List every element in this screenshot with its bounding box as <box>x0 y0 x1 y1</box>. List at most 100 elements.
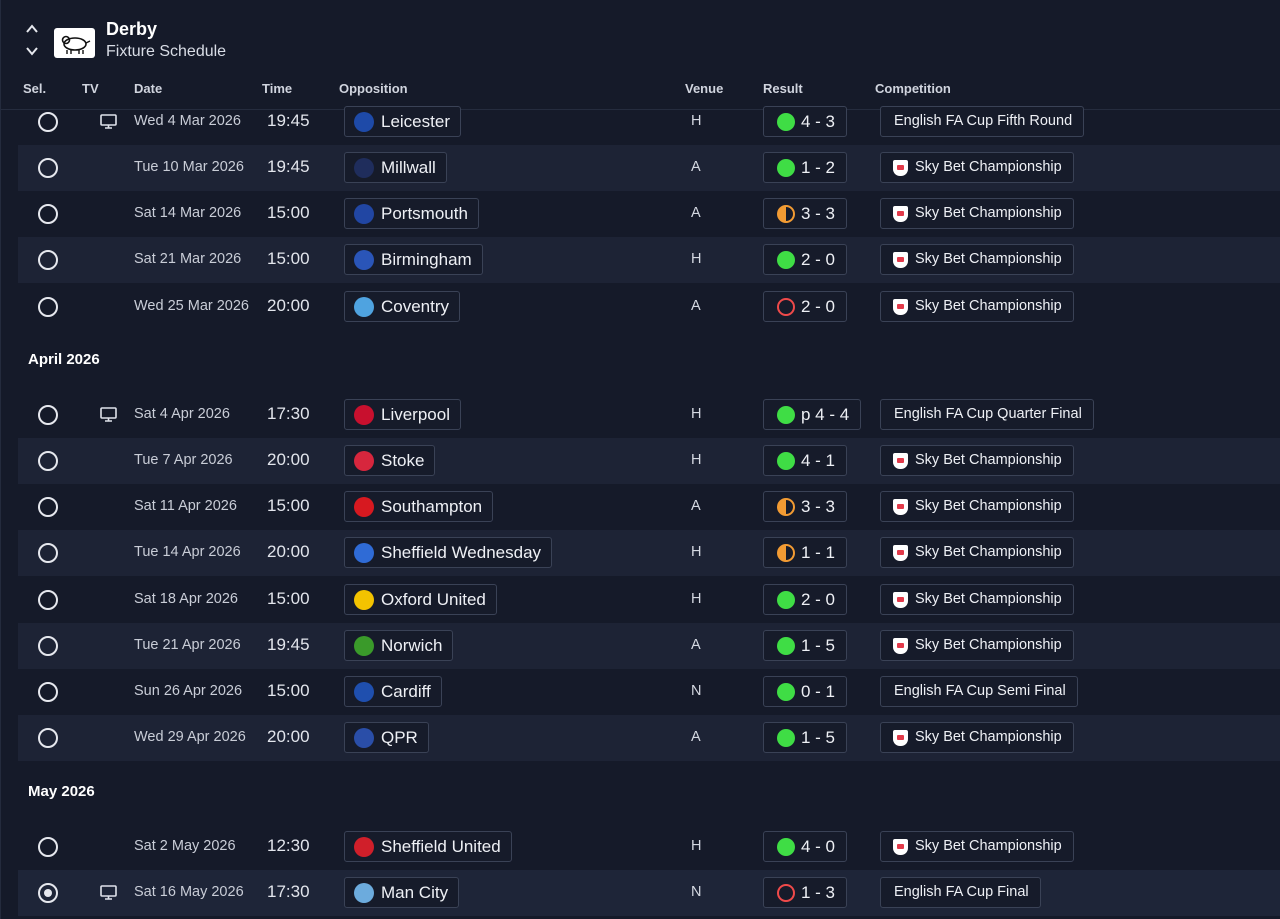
col-result[interactable]: Result <box>763 81 803 96</box>
team-name: Derby <box>106 19 158 39</box>
table-row[interactable]: Sat 16 May 2026 17:30 Man City N 1 - 3 Englis… <box>18 870 1280 916</box>
competition-button[interactable]: Sky Bet Championship <box>880 722 1074 753</box>
opposition-button[interactable]: Stoke <box>344 445 436 476</box>
select-radio[interactable] <box>38 204 58 224</box>
result-button[interactable]: 4 - 1 <box>763 445 848 476</box>
competition-button[interactable]: Sky Bet Championship <box>880 198 1074 229</box>
select-radio[interactable] <box>38 158 58 178</box>
table-row[interactable]: Wed 4 Mar 2026 19:45 Leicester H 4 - 3 Englis… <box>18 100 1280 145</box>
competition-button[interactable]: Sky Bet Championship <box>880 491 1074 522</box>
table-row[interactable]: Tue 7 Apr 2026 20:00 Stoke H 4 - 1 Sky Bet Ch… <box>18 438 1280 484</box>
opposition-button[interactable]: Norwich <box>344 630 454 661</box>
select-radio[interactable] <box>38 682 58 702</box>
result-button[interactable]: 4 - 3 <box>763 106 848 137</box>
competition-button[interactable]: English FA Cup Fifth Round <box>880 106 1085 137</box>
result-button[interactable]: 3 - 3 <box>763 491 848 522</box>
competition-button[interactable]: Sky Bet Championship <box>880 291 1074 322</box>
select-radio[interactable] <box>38 837 58 857</box>
table-row[interactable]: Tue 21 Apr 2026 19:45 Norwich A 1 - 5 Sky Bet… <box>18 623 1280 669</box>
header: Derby Fixture Schedule <box>1 0 1280 76</box>
table-row[interactable]: Wed 29 Apr 2026 20:00 QPR A 1 - 5 Sky Bet Cha… <box>18 715 1280 761</box>
competition-button[interactable]: English FA Cup Semi Final <box>880 676 1078 707</box>
result-status-icon <box>777 298 795 316</box>
chevron-up-icon[interactable] <box>25 22 39 36</box>
competition-button[interactable]: Sky Bet Championship <box>880 152 1074 183</box>
result-button[interactable]: 0 - 1 <box>763 676 848 707</box>
column-headers: Sel. TV Date Time Opposition Venue Resul… <box>1 76 1280 110</box>
table-row[interactable]: Sat 11 Apr 2026 15:00 Southampton A 3 - 3 Sky… <box>18 484 1280 530</box>
fixture-date: Sun 26 Apr 2026 <box>134 683 243 699</box>
col-tv[interactable]: TV <box>82 81 99 96</box>
competition-button[interactable]: Sky Bet Championship <box>880 445 1074 476</box>
select-radio[interactable] <box>38 728 58 748</box>
competition-button[interactable]: Sky Bet Championship <box>880 244 1074 275</box>
result-button[interactable]: 1 - 5 <box>763 630 848 661</box>
select-radio[interactable] <box>38 297 58 317</box>
chevron-down-icon[interactable] <box>25 44 39 58</box>
opposition-button[interactable]: Liverpool <box>344 399 461 430</box>
table-row[interactable]: Tue 14 Apr 2026 20:00 Sheffield Wednesday H… <box>18 530 1280 576</box>
competition-button[interactable]: Sky Bet Championship <box>880 630 1074 661</box>
result-button[interactable]: 1 - 3 <box>763 877 848 908</box>
opposition-button[interactable]: Portsmouth <box>344 198 479 229</box>
opposition-button[interactable]: Southampton <box>344 491 494 522</box>
select-radio[interactable] <box>38 250 58 270</box>
table-row[interactable]: Sat 2 May 2026 12:30 Sheffield United H 4 - … <box>18 824 1280 870</box>
league-badge-icon <box>893 545 908 561</box>
competition-name: English FA Cup Fifth Round <box>894 113 1073 129</box>
opposition-button[interactable]: Oxford United <box>344 584 497 615</box>
club-badge-icon <box>354 883 374 903</box>
opposition-button[interactable]: Coventry <box>344 291 461 322</box>
result-button[interactable]: 1 - 1 <box>763 537 848 568</box>
opposition-button[interactable]: Birmingham <box>344 244 483 275</box>
select-radio[interactable] <box>38 497 58 517</box>
col-competition[interactable]: Competition <box>875 81 951 96</box>
result-button[interactable]: 4 - 0 <box>763 831 848 862</box>
opposition-button[interactable]: Cardiff <box>344 676 442 707</box>
opposition-button[interactable]: Sheffield United <box>344 831 512 862</box>
table-row[interactable]: Sat 14 Mar 2026 15:00 Portsmouth A 3 - 3 Sky … <box>18 191 1280 237</box>
opposition-button[interactable]: Man City <box>344 877 460 908</box>
competition-button[interactable]: Sky Bet Championship <box>880 537 1074 568</box>
result-button[interactable]: 2 - 0 <box>763 291 848 322</box>
competition-button[interactable]: English FA Cup Quarter Final <box>880 399 1094 430</box>
table-row[interactable]: Sun 26 Apr 2026 15:00 Cardiff N 0 - 1 English… <box>18 669 1280 715</box>
select-radio[interactable] <box>38 590 58 610</box>
result-button[interactable]: 1 - 2 <box>763 152 848 183</box>
result-button[interactable]: 2 - 0 <box>763 584 848 615</box>
fixture-date: Tue 21 Apr 2026 <box>134 637 241 653</box>
result-status-icon <box>777 498 795 516</box>
result-button[interactable]: 2 - 0 <box>763 244 848 275</box>
col-date[interactable]: Date <box>134 81 163 96</box>
select-radio[interactable] <box>38 543 58 563</box>
select-radio[interactable] <box>38 451 58 471</box>
table-row[interactable]: Sat 21 Mar 2026 15:00 Birmingham H 2 - 0 Sky … <box>18 237 1280 283</box>
table-row[interactable]: Tue 10 Mar 2026 19:45 Millwall A 1 - 2 Sky Be… <box>18 145 1280 191</box>
select-radio[interactable] <box>38 883 58 903</box>
opposition-name: Coventry <box>381 297 450 316</box>
col-venue[interactable]: Venue <box>685 81 724 96</box>
table-row[interactable]: Wed 25 Mar 2026 20:00 Coventry A 2 - 0 Sky Be… <box>18 284 1280 330</box>
fixture-date: Sat 18 Apr 2026 <box>134 591 238 607</box>
result-button[interactable]: 1 - 5 <box>763 722 848 753</box>
opposition-button[interactable]: Leicester <box>344 106 461 137</box>
col-time[interactable]: Time <box>262 81 293 96</box>
select-radio[interactable] <box>38 405 58 425</box>
table-row[interactable]: Sat 18 Apr 2026 15:00 Oxford United H 2 - 0 S… <box>18 577 1280 623</box>
opposition-button[interactable]: Sheffield Wednesday <box>344 537 553 568</box>
col-sel[interactable]: Sel. <box>23 81 47 96</box>
opposition-button[interactable]: QPR <box>344 722 429 753</box>
select-radio[interactable] <box>38 636 58 656</box>
competition-button[interactable]: Sky Bet Championship <box>880 831 1074 862</box>
competition-name: Sky Bet Championship <box>915 205 1062 221</box>
competition-name: Sky Bet Championship <box>915 251 1062 267</box>
competition-button[interactable]: English FA Cup Final <box>880 877 1041 908</box>
opposition-button[interactable]: Millwall <box>344 152 447 183</box>
opposition-name: Southampton <box>381 497 483 516</box>
select-radio[interactable] <box>38 112 58 132</box>
result-button[interactable]: p 4 - 4 <box>763 399 862 430</box>
col-opposition[interactable]: Opposition <box>339 81 408 96</box>
result-button[interactable]: 3 - 3 <box>763 198 848 229</box>
competition-button[interactable]: Sky Bet Championship <box>880 584 1074 615</box>
